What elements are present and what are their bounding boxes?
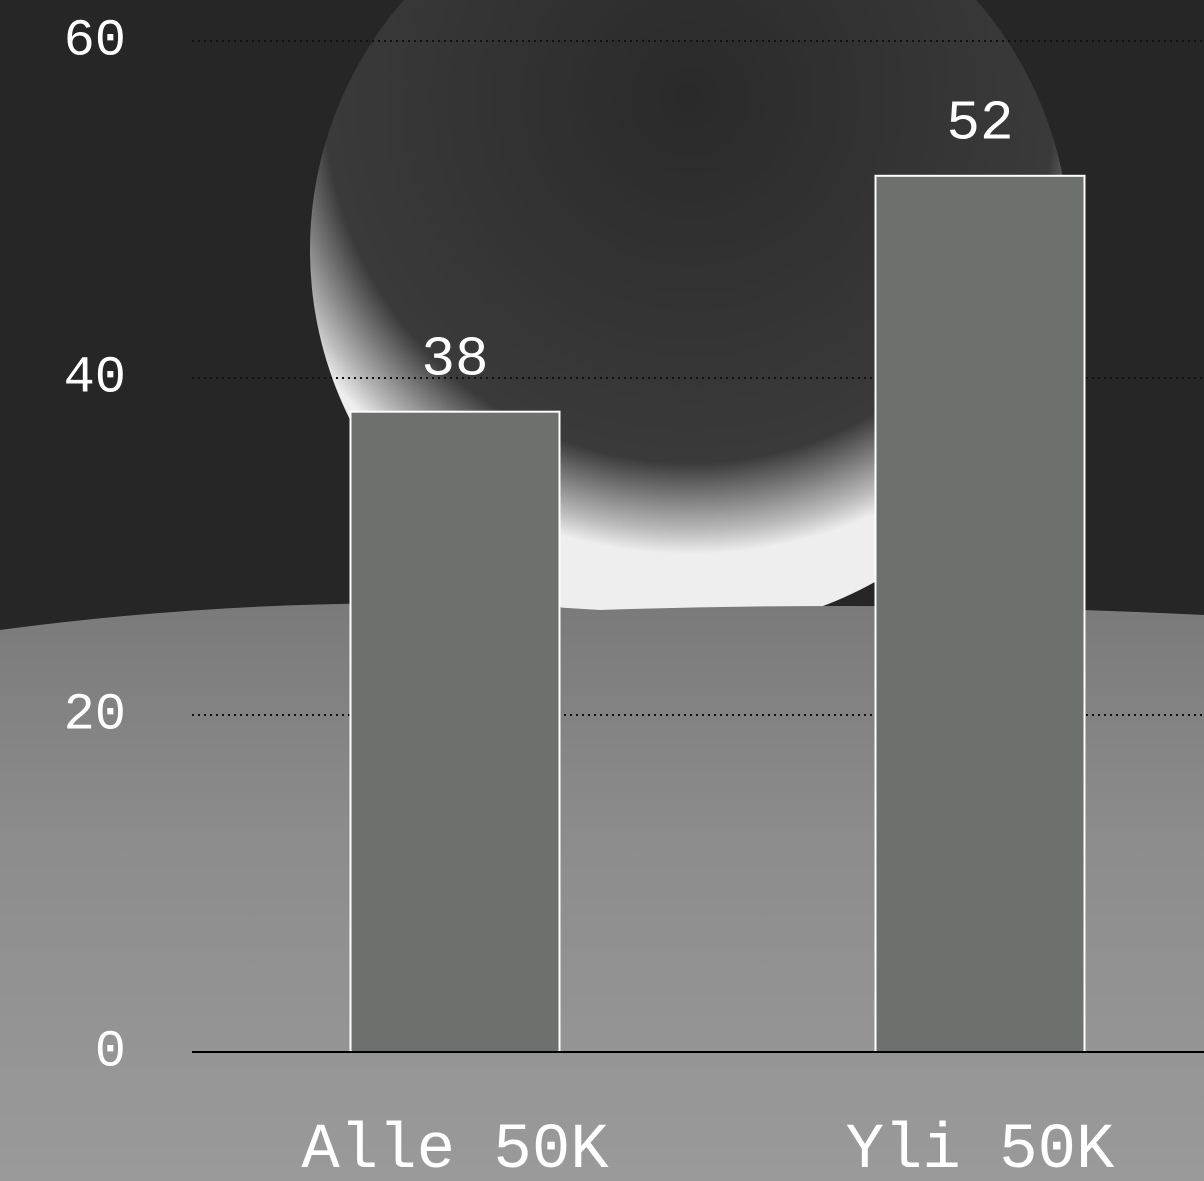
bar [349,410,561,1053]
x-tick-label: Alle 50K [301,1115,609,1181]
y-tick-label: 40 [64,349,126,408]
value-label: 38 [421,327,488,391]
x-tick-label: Yli 50K [846,1115,1115,1181]
y-tick-label: 60 [64,12,126,71]
plot: 0 20 40 60 38 Alle 50K 52 Yli 50K [64,12,1204,1181]
bar [874,174,1086,1054]
value-label: 52 [946,92,1013,156]
y-tick-label: 0 [95,1023,126,1082]
y-tick-label: 20 [64,686,126,745]
